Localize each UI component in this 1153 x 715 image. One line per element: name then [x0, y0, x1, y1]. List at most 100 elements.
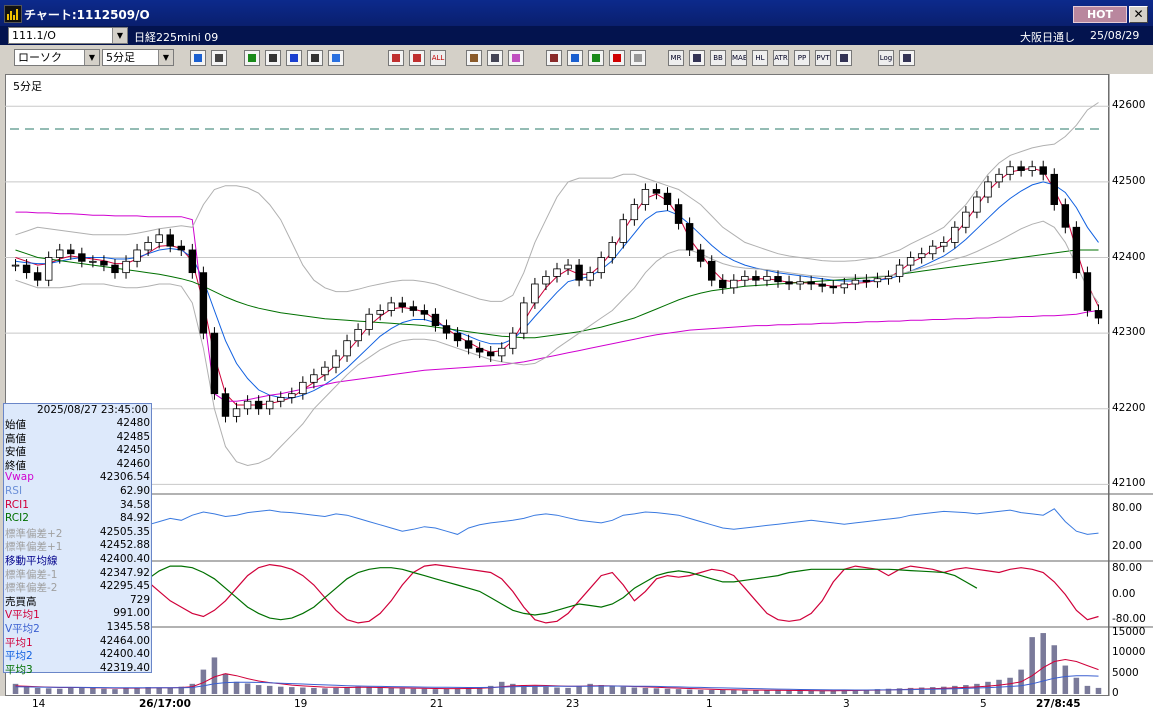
volume-bar: [134, 687, 140, 694]
candle: [807, 281, 815, 285]
candle: [962, 211, 970, 228]
volume-bar: [631, 687, 638, 694]
bars-icon[interactable]: [588, 50, 604, 66]
volume-bar: [56, 688, 63, 694]
close-button[interactable]: ✕: [1129, 6, 1148, 23]
volume-bar: [443, 688, 450, 694]
chart-area[interactable]: [5, 74, 1109, 696]
volume-bar: [45, 688, 52, 694]
candle: [498, 347, 506, 357]
candle: [829, 285, 837, 289]
box-icon[interactable]: [388, 50, 404, 66]
volume-bar: [465, 687, 472, 694]
data-window-label: 平均1: [5, 636, 33, 649]
series-line: [15, 220, 1099, 467]
volume-bar: [941, 686, 947, 694]
interval-select[interactable]: 5分足 ▼: [102, 49, 174, 66]
candle: [133, 249, 141, 262]
search-icon[interactable]: [190, 50, 206, 66]
zoom-target-icon[interactable]: [567, 50, 583, 66]
chart-type-select[interactable]: ローソク ▼: [14, 49, 100, 66]
candle: [1028, 166, 1036, 171]
series-line: [15, 211, 1099, 402]
data-window-value: 62.90: [119, 485, 150, 497]
wrench-icon[interactable]: [487, 50, 503, 66]
stamp-icon[interactable]: [546, 50, 562, 66]
atr-icon[interactable]: ATR: [773, 50, 789, 66]
candle: [442, 325, 451, 334]
volume-bar: [388, 687, 395, 694]
candle: [365, 313, 373, 330]
hot-button[interactable]: HOT: [1073, 6, 1127, 23]
volume-bar: [609, 685, 616, 694]
data-window-row: 始値 42480: [5, 417, 150, 431]
arrow-icon[interactable]: [286, 50, 302, 66]
chevron-down-icon[interactable]: ▼: [84, 50, 99, 65]
instrument-name: 日経225mini 09: [134, 31, 219, 44]
candle: [221, 393, 230, 417]
data-window-label: 標準偏差-2: [5, 582, 58, 595]
volume-bar: [1051, 645, 1058, 694]
bb-icon[interactable]: BB: [710, 50, 726, 66]
export-icon[interactable]: [899, 50, 915, 66]
bucket-icon[interactable]: [328, 50, 344, 66]
volume-bar: [521, 685, 527, 694]
candle: [586, 272, 594, 281]
cursor-icon[interactable]: [265, 50, 281, 66]
volume-bar: [487, 685, 494, 694]
crosshair-icon[interactable]: [211, 50, 227, 66]
volume-bar: [377, 687, 383, 694]
chevron-down-icon[interactable]: ▼: [158, 50, 173, 65]
symbol-select[interactable]: 111.1/O ▼: [8, 27, 128, 44]
data-window-row: RSI 62.90: [5, 485, 150, 498]
candle: [531, 283, 539, 304]
mae-icon[interactable]: MAE: [731, 50, 747, 66]
mr2-icon[interactable]: [689, 50, 705, 66]
candle: [199, 272, 208, 334]
pen-icon[interactable]: [244, 50, 260, 66]
pvt-icon[interactable]: PVT: [815, 50, 831, 66]
data-window-value: 84.92: [119, 512, 150, 525]
hl-icon[interactable]: HL: [752, 50, 768, 66]
candle: [332, 355, 340, 368]
list-icon[interactable]: [307, 50, 323, 66]
red-cross-icon[interactable]: [609, 50, 625, 66]
candle: [796, 281, 804, 285]
data-window-label: 標準偏差-1: [5, 568, 58, 581]
candle: [376, 310, 384, 315]
candle: [917, 253, 926, 258]
gear-icon[interactable]: [466, 50, 482, 66]
volume-bar: [266, 685, 273, 694]
data-window-row: 売買高 729: [5, 594, 150, 608]
candle: [343, 340, 351, 357]
stop-icon[interactable]: [630, 50, 646, 66]
square-icon[interactable]: [836, 50, 852, 66]
palette-icon[interactable]: [508, 50, 524, 66]
candle: [486, 351, 495, 357]
volume-bar: [300, 687, 306, 694]
box-red-icon[interactable]: [409, 50, 425, 66]
mr-icon[interactable]: MR: [668, 50, 684, 66]
volume-bar: [786, 690, 792, 694]
series-line: [15, 102, 1099, 302]
volume-bar: [896, 688, 903, 694]
data-window-row: 標準偏差+1 42452.88: [5, 539, 150, 553]
candle: [575, 264, 583, 281]
chevron-down-icon[interactable]: ▼: [112, 28, 127, 43]
candle: [89, 260, 97, 263]
volume-bar: [399, 688, 406, 694]
candle: [1039, 166, 1047, 175]
series-line: [15, 181, 1099, 399]
candle: [409, 306, 418, 311]
log-icon[interactable]: Log: [878, 50, 894, 66]
volume-bar: [68, 687, 74, 694]
pp-icon[interactable]: PP: [794, 50, 810, 66]
axis-tick-label: 15000: [1112, 626, 1146, 639]
volume-bar: [819, 690, 825, 694]
candle: [553, 268, 561, 277]
all-icon[interactable]: ALL: [430, 50, 446, 66]
data-window-value: 34.58: [119, 498, 150, 511]
volume-bar: [311, 687, 317, 694]
series-line: [15, 167, 1099, 406]
